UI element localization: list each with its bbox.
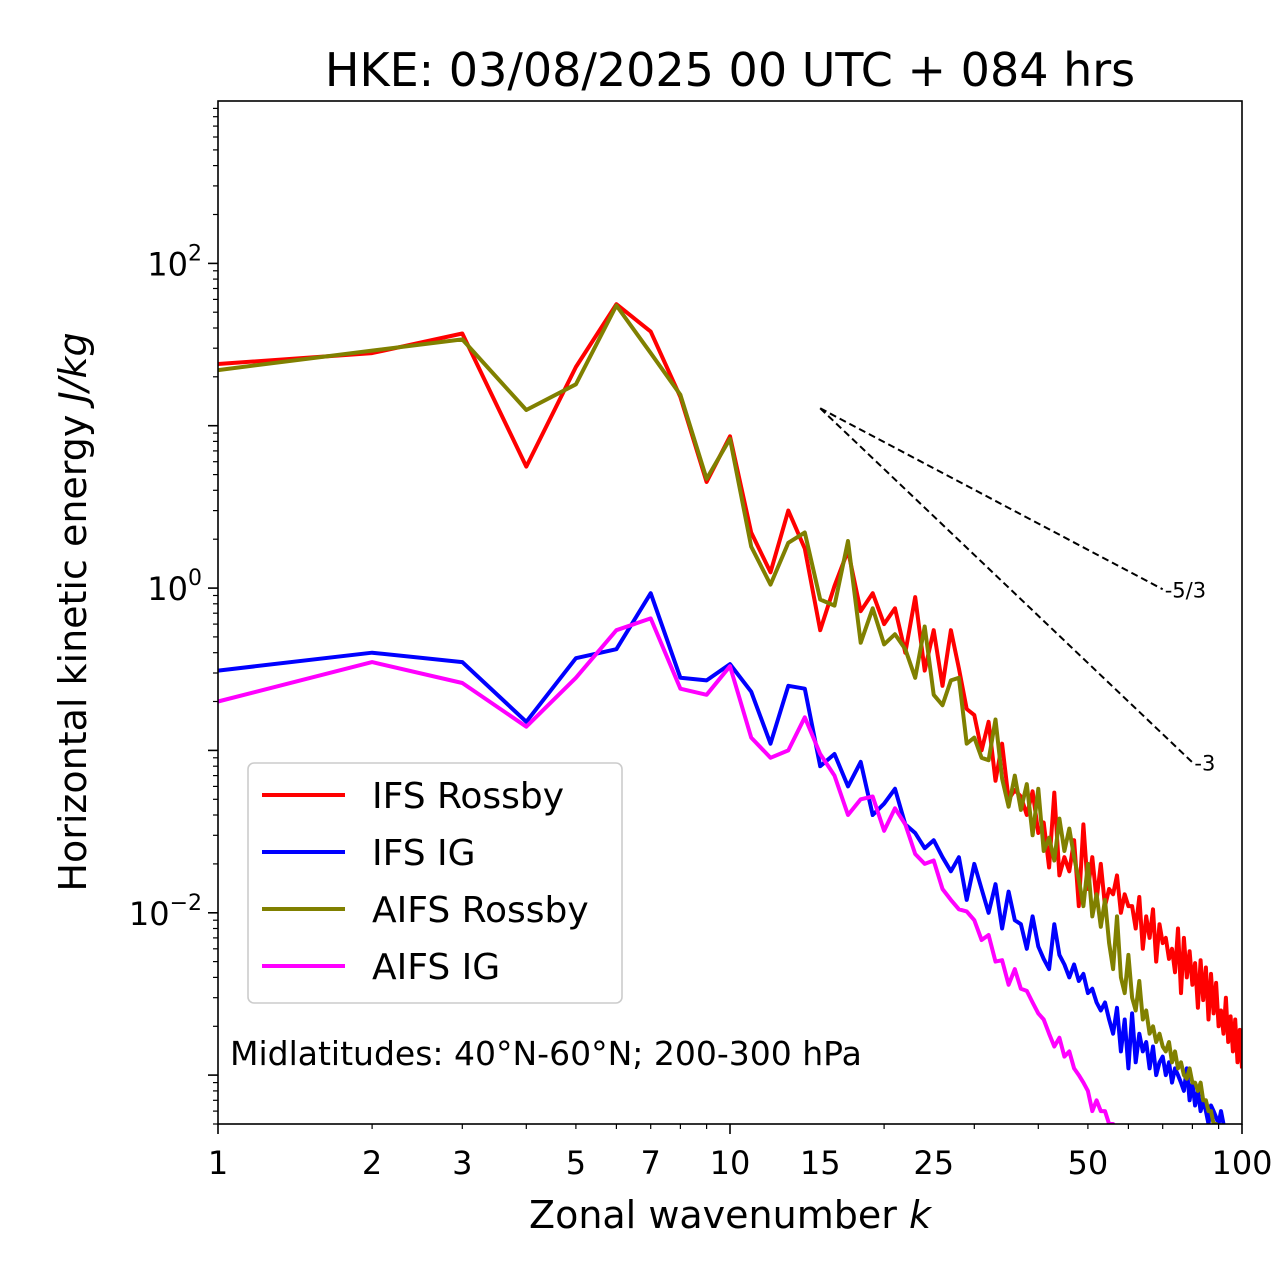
chart-title: HKE: 03/08/2025 00 UTC + 084 hrs <box>325 43 1135 97</box>
y-axis-title: Horizontal kinetic energy J/kg <box>51 332 95 891</box>
y-tick-label-2: 10−2 <box>129 891 202 933</box>
y-tick-base: 10 <box>147 245 188 283</box>
legend-box <box>247 762 623 1004</box>
y-tick-base: 10 <box>147 570 188 608</box>
y-tick-label-0: 100 <box>147 566 202 608</box>
legend-label-aifs-ig: AIFS IG <box>372 947 500 988</box>
legend-label-ifs-ig: IFS IG <box>372 833 476 874</box>
x-tick-label-25: 25 <box>913 1144 954 1182</box>
y-axis-title-unit: J/kg <box>51 332 95 409</box>
x-axis: 1 2 3 5 7 10 15 25 50 100 <box>208 1124 1273 1182</box>
x-tick-label-1: 1 <box>208 1144 228 1182</box>
y-axis-title-text: Horizontal kinetic energy <box>51 403 95 892</box>
x-tick-label-100: 100 <box>1211 1144 1272 1182</box>
series-line-aifs-ig <box>218 616 1116 1124</box>
y-tick-exponent: 0 <box>188 566 202 591</box>
region-annotation: Midlatitudes: 40°N-60°N; 200-300 hPa <box>230 1034 862 1073</box>
y-tick-exponent: 2 <box>188 241 202 266</box>
x-tick-label-50: 50 <box>1068 1144 1109 1182</box>
reference-label-slope-5-3: -5/3 <box>1165 578 1206 602</box>
y-tick-label-2: 102 <box>147 241 202 283</box>
series-line-ifs-ig <box>218 591 1226 1124</box>
x-axis-title-text: Zonal wavenumber <box>529 1193 909 1237</box>
legend-label-ifs-rossby: IFS Rossby <box>372 776 564 817</box>
x-tick-label-10: 10 <box>710 1144 751 1182</box>
x-tick-label-7: 7 <box>641 1144 661 1182</box>
x-tick-label-3: 3 <box>452 1144 472 1182</box>
y-tick-base: 10 <box>129 895 170 933</box>
y-tick-exponent: −2 <box>170 891 202 916</box>
legend-entries: IFS Rossby IFS IG AIFS Rossby AIFS IG <box>262 776 589 988</box>
reference-line-slope-3 <box>819 407 1194 764</box>
series-layer <box>218 302 1242 1124</box>
x-tick-label-5: 5 <box>566 1144 586 1182</box>
x-tick-label-2: 2 <box>362 1144 382 1182</box>
reference-label-slope-3: -3 <box>1194 751 1215 775</box>
legend: IFS Rossby IFS IG AIFS Rossby AIFS IG <box>247 762 623 1004</box>
reference-slopes: -5/3 -3 <box>819 407 1215 775</box>
legend-label-aifs-rossby: AIFS Rossby <box>372 890 589 931</box>
series-line-aifs-rossby <box>218 303 1219 1124</box>
x-tick-label-15: 15 <box>800 1144 841 1182</box>
reference-line-slope-5-3 <box>819 407 1164 591</box>
x-axis-title: Zonal wavenumber k <box>529 1193 933 1237</box>
x-axis-title-var: k <box>909 1193 933 1237</box>
